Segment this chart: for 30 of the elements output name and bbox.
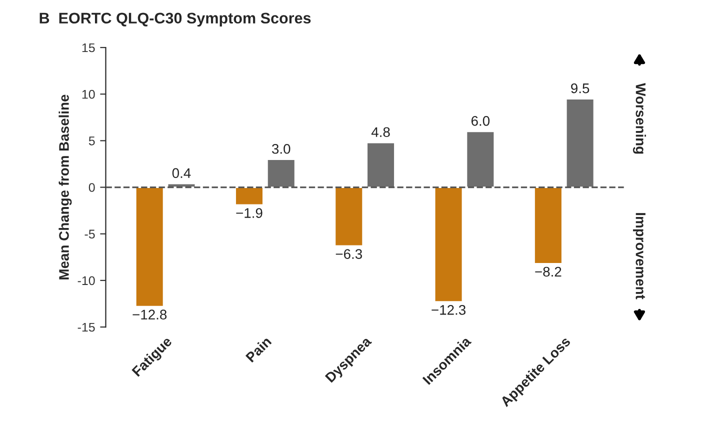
data-label: −1.9	[236, 208, 262, 218]
y-tick-label: -10	[78, 276, 95, 286]
bar	[565, 98, 595, 188]
bar	[534, 186, 563, 264]
bar	[466, 130, 496, 188]
y-tick-label: 0	[88, 183, 95, 192]
data-label: 9.5	[571, 83, 590, 94]
y-axis-title: Mean Change from Baseline	[58, 94, 72, 280]
data-label: −12.8	[132, 310, 167, 320]
text: Worsening	[632, 83, 646, 154]
bar	[434, 186, 464, 303]
data-label: 3.0	[272, 144, 290, 154]
bar	[234, 186, 264, 206]
data-label: −6.3	[336, 249, 362, 259]
y-tick-label: 10	[82, 90, 95, 99]
data-label: 0.4	[172, 168, 191, 178]
data-label: 6.0	[471, 116, 490, 126]
y-tick-label: 15	[82, 43, 95, 52]
bar	[134, 186, 164, 308]
bar	[266, 158, 296, 188]
data-label: −12.3	[432, 305, 466, 315]
y-tick-label: 5	[88, 136, 95, 146]
text: Improvement	[632, 213, 646, 300]
data-label: 4.8	[371, 127, 390, 138]
chart-title: B EORTC QLQ-C30 Symptom Scores	[40, 12, 311, 27]
bar	[334, 186, 364, 247]
bar	[366, 142, 396, 188]
y-tick-label: -5	[84, 230, 95, 239]
data-label: −8.2	[535, 266, 562, 277]
y-tick-label: -15	[78, 322, 95, 332]
